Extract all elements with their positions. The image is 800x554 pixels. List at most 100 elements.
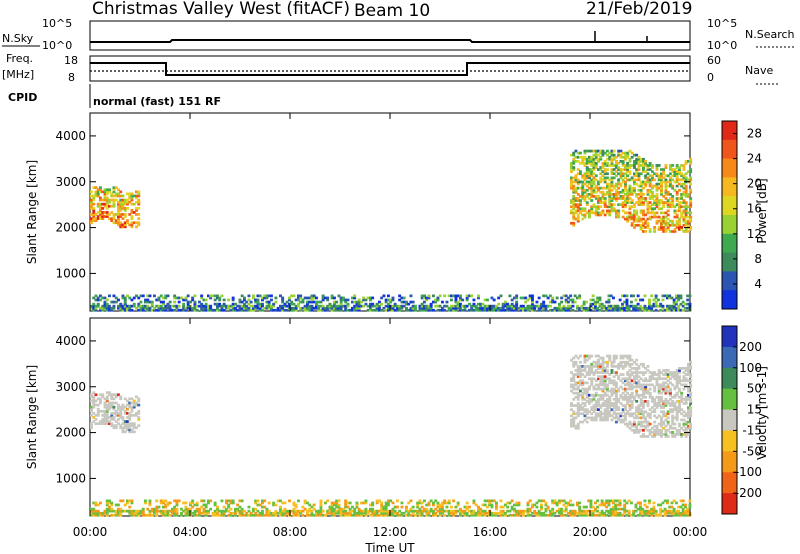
power-cell	[624, 180, 627, 184]
velocity-cell	[375, 509, 379, 513]
velocity-cell	[610, 381, 614, 385]
power-cell	[617, 178, 621, 182]
velocity-cell	[603, 393, 607, 397]
power-cell	[651, 170, 654, 173]
power-cell	[99, 215, 102, 218]
velocity-cell	[445, 509, 449, 513]
power-cell	[635, 211, 639, 215]
power-cell	[603, 186, 607, 190]
velocity-cell	[651, 371, 654, 374]
power-cell	[335, 300, 339, 304]
velocity-cell	[297, 509, 300, 513]
power-cell	[601, 193, 605, 196]
velocity-cell	[94, 513, 98, 517]
velocity-cell	[615, 406, 618, 409]
velocity-cell	[630, 391, 634, 395]
power-cell	[572, 168, 576, 171]
power-cell	[479, 306, 483, 310]
power-cell	[646, 188, 650, 192]
velocity-cell	[666, 373, 670, 376]
power-cell	[222, 304, 226, 308]
power-cell	[597, 195, 600, 198]
power-cell	[94, 219, 98, 222]
velocity-cell	[261, 513, 264, 517]
power-cell	[599, 213, 603, 217]
velocity-cell	[238, 513, 242, 517]
velocity-cell	[642, 406, 645, 409]
power-cell	[110, 217, 114, 220]
power-cell	[299, 296, 303, 300]
velocity-cell	[371, 507, 375, 511]
velocity-cell	[662, 373, 666, 376]
power-cell	[470, 306, 474, 310]
power-cell	[571, 308, 575, 312]
velocity-cell	[92, 399, 96, 403]
power-cell	[590, 193, 594, 196]
velocity-cell	[689, 424, 693, 428]
velocity-cell	[110, 405, 114, 409]
power-cell	[117, 202, 120, 206]
power-cell	[222, 308, 226, 312]
velocity-cell	[603, 383, 607, 387]
power-cell	[637, 219, 641, 223]
power-cell	[121, 304, 125, 308]
velocity-cell	[148, 503, 152, 507]
velocity-cell	[628, 395, 632, 399]
velocity-cell	[612, 501, 615, 505]
velocity-cell	[646, 389, 650, 393]
velocity-cell	[119, 416, 123, 419]
power-cell	[635, 223, 639, 227]
power-cell	[671, 197, 675, 200]
velocity-cell	[610, 365, 614, 368]
power-cell	[628, 197, 632, 200]
velocity-cell	[240, 499, 244, 503]
power-cell	[389, 298, 393, 302]
power-cell	[515, 294, 519, 298]
velocity-cell	[319, 509, 323, 513]
power-cell	[582, 306, 586, 310]
power-cell	[184, 308, 188, 312]
power-cell	[132, 304, 136, 308]
velocity-cell	[105, 499, 109, 503]
power-cell	[675, 219, 679, 223]
power-cell	[666, 205, 670, 209]
velocity-cell	[411, 505, 415, 509]
velocity-cell	[515, 513, 519, 517]
velocity-cell	[662, 389, 666, 393]
velocity-cell	[333, 513, 336, 517]
velocity-cell	[680, 383, 684, 387]
power-cell	[346, 298, 350, 302]
power-cell	[599, 166, 603, 169]
power-cell	[639, 223, 643, 227]
power-cell	[519, 304, 523, 308]
power-cell	[378, 300, 381, 304]
power-cell	[615, 160, 618, 163]
power-cell	[501, 306, 505, 310]
velocity-cell	[621, 408, 625, 411]
power-cell	[96, 215, 100, 218]
power-cell	[585, 170, 589, 173]
power-cell	[585, 168, 589, 171]
power-cell	[594, 174, 598, 178]
power-cell	[621, 308, 624, 312]
power-cell	[99, 213, 102, 216]
velocity-cell	[123, 424, 127, 427]
velocity-cell	[597, 371, 600, 374]
power-cell	[666, 180, 670, 184]
power-cell	[606, 209, 609, 213]
velocity-cell	[265, 511, 269, 515]
velocity-cell	[673, 371, 677, 374]
velocity-cell	[678, 433, 681, 436]
power-cell	[606, 186, 609, 190]
power-cell	[119, 213, 123, 216]
velocity-cell	[628, 414, 632, 418]
velocity-cell	[126, 403, 129, 407]
velocity-cell	[263, 499, 267, 503]
velocity-cell	[617, 389, 621, 393]
velocity-cell	[400, 511, 404, 515]
power-cell	[472, 298, 476, 302]
power-cell	[209, 296, 213, 300]
power-cell	[137, 202, 141, 206]
power-cell	[655, 166, 659, 169]
power-cell	[678, 207, 681, 211]
